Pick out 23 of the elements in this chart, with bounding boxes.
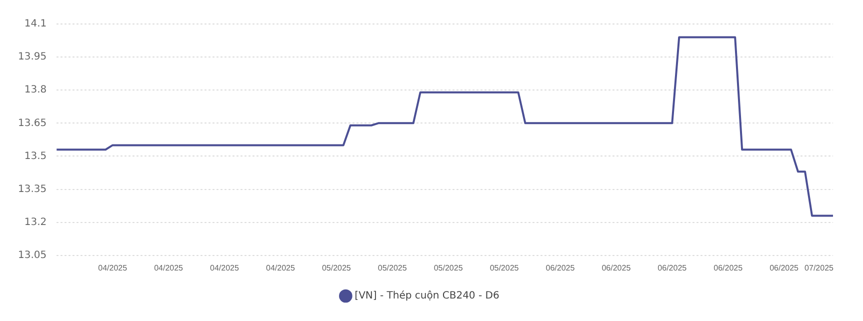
y-tick-label: 13.05: [18, 250, 47, 261]
x-tick-label: 06/2025: [714, 263, 744, 272]
y-tick-label: 14.1: [24, 18, 47, 30]
x-tick-label: 04/2025: [266, 263, 296, 272]
x-tick-label: 05/2025: [490, 263, 520, 272]
x-tick-label: 04/2025: [154, 263, 184, 272]
x-tick-label: 04/2025: [210, 263, 240, 272]
y-tick-label: 13.8: [24, 84, 47, 96]
x-tick-label: 04/2025: [98, 263, 128, 272]
y-tick-label: 13.95: [18, 52, 47, 63]
y-tick-label: 13.2: [24, 216, 47, 228]
y-tick-label: 13.35: [18, 184, 47, 195]
x-tick-label: 06/2025: [602, 263, 632, 272]
x-tick-label: 06/2025: [770, 263, 800, 272]
y-tick-label: 13.5: [24, 150, 47, 162]
x-tick-label: 07/2025: [804, 263, 834, 272]
x-tick-label: 06/2025: [546, 263, 576, 272]
x-tick-label: 05/2025: [322, 263, 352, 272]
y-tick-label: 13.65: [18, 118, 47, 129]
x-tick-label: 05/2025: [434, 263, 464, 272]
x-tick-label: 05/2025: [378, 263, 408, 272]
x-tick-label: 06/2025: [658, 263, 688, 272]
legend-label: [VN] - Thép cuộn CB240 - D6: [354, 290, 500, 302]
